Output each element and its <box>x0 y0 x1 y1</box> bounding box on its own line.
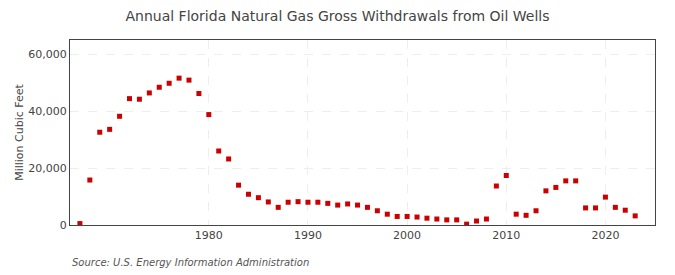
svg-text:Million Cubic Feet: Million Cubic Feet <box>13 83 26 180</box>
svg-text:2020: 2020 <box>591 229 619 242</box>
svg-text:Annual Florida Natural Gas Gro: Annual Florida Natural Gas Gross Withdra… <box>125 8 549 24</box>
svg-text:2010: 2010 <box>492 229 520 242</box>
svg-text:1980: 1980 <box>195 229 223 242</box>
svg-text:20,000: 20,000 <box>28 162 67 175</box>
svg-text:1990: 1990 <box>294 229 322 242</box>
svg-text:0: 0 <box>60 219 67 232</box>
svg-text:40,000: 40,000 <box>28 105 67 118</box>
svg-text:Source: U.S. Energy Informatio: Source: U.S. Energy Information Administ… <box>72 257 309 268</box>
svg-text:60,000: 60,000 <box>28 48 67 61</box>
svg-text:2000: 2000 <box>393 229 421 242</box>
